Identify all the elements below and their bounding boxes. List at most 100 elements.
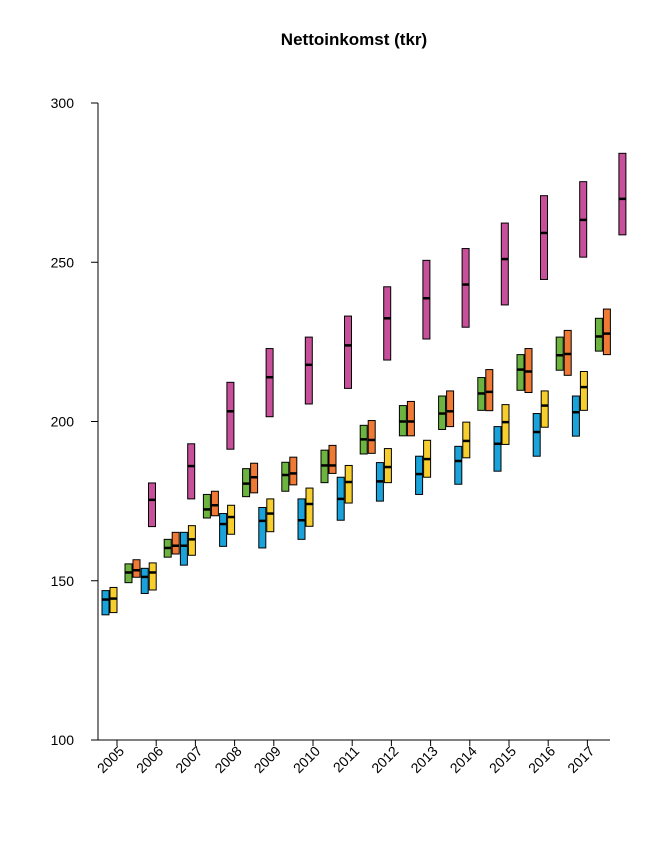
box-2015-1	[501, 404, 510, 445]
box-2011-1	[344, 464, 353, 504]
box-2013-0	[415, 455, 424, 495]
box-rect	[227, 504, 236, 535]
box-2015-4	[540, 195, 548, 280]
x-tick-label: 2005	[94, 743, 127, 776]
box-rect	[406, 400, 415, 437]
box-rect	[383, 286, 392, 361]
y-tick-label: 100	[51, 732, 75, 748]
box-rect	[148, 562, 157, 591]
box-2006-0	[140, 567, 149, 594]
box-2009-3	[289, 456, 298, 486]
box-2017-1	[579, 370, 588, 411]
box-2006-3	[171, 531, 180, 555]
box-2013-1	[423, 439, 432, 478]
box-rect	[304, 336, 313, 405]
box-2012-3	[406, 400, 415, 437]
chart-title: Nettoinkomst (tkr)	[281, 30, 427, 49]
box-2005-3	[132, 559, 141, 578]
box-rect	[501, 404, 510, 445]
box-2011-2	[359, 424, 368, 455]
box-2017-0	[571, 395, 580, 437]
box-2011-4	[383, 286, 392, 361]
box-2007-2	[202, 493, 211, 519]
box-2006-2	[163, 538, 172, 558]
box-2009-2	[281, 461, 290, 492]
x-tick-label: 2015	[486, 743, 519, 776]
box-2016-3	[563, 329, 572, 376]
box-rect	[579, 370, 588, 411]
box-rect	[446, 390, 455, 428]
box-rect	[383, 448, 392, 484]
box-2017-4	[618, 152, 627, 236]
box-2007-0	[179, 531, 188, 566]
box-2016-1	[540, 390, 549, 428]
box-rect	[328, 444, 337, 474]
y-axis-ticks: 100 150 200 250 300	[51, 95, 98, 748]
box-2008-4	[265, 348, 274, 418]
box-2009-4	[304, 336, 313, 405]
box-2013-4	[461, 248, 470, 328]
x-tick-label: 2008	[211, 743, 244, 776]
box-2016-2	[555, 336, 564, 371]
x-tick-label: 2014	[447, 743, 480, 776]
box-2013-3	[446, 390, 455, 428]
box-2011-3	[367, 420, 376, 454]
x-tick-label: 2012	[368, 743, 401, 776]
y-tick-label: 150	[51, 573, 75, 589]
box-rect	[532, 413, 541, 457]
box-rect	[461, 248, 470, 328]
box-2014-3	[485, 369, 494, 412]
box-rect	[540, 390, 549, 428]
box-rect	[187, 443, 196, 500]
box-2013-2	[438, 395, 447, 430]
box-rect	[179, 531, 188, 566]
box-rect	[602, 308, 611, 356]
box-rect	[226, 381, 235, 450]
x-tick-label: 2013	[407, 743, 440, 776]
box-2010-2	[320, 449, 329, 484]
box-2005-2	[124, 563, 133, 584]
box-rect	[265, 348, 274, 418]
box-rect	[266, 498, 275, 533]
y-tick-label: 200	[51, 414, 75, 430]
box-rect	[140, 567, 149, 594]
box-rect	[540, 195, 548, 280]
box-2014-2	[477, 377, 486, 411]
box-2008-1	[227, 504, 236, 535]
x-tick-label: 2007	[172, 743, 205, 776]
box-2010-0	[297, 498, 306, 540]
box-rect	[171, 531, 180, 555]
box-rect	[289, 456, 298, 486]
box-2007-4	[226, 381, 235, 450]
box-rect	[258, 506, 267, 549]
box-rect	[101, 590, 110, 616]
box-rect	[305, 487, 314, 527]
box-marks	[101, 152, 627, 616]
box-2015-3	[524, 348, 533, 394]
box-2009-1	[266, 498, 275, 533]
box-2014-0	[454, 445, 463, 485]
box-2005-4	[148, 482, 156, 528]
box-2006-1	[148, 562, 157, 591]
box-2005-1	[109, 586, 118, 614]
box-rect	[594, 317, 603, 352]
x-tick-label: 2011	[330, 743, 363, 776]
box-rect	[618, 152, 627, 236]
box-rect	[500, 222, 509, 306]
x-tick-label: 2006	[133, 743, 166, 776]
box-2005-0	[101, 590, 110, 616]
box-2015-2	[516, 354, 525, 391]
box-rect	[344, 464, 353, 504]
box-2010-4	[344, 315, 352, 389]
box-2015-0	[493, 426, 502, 472]
box-2007-1	[187, 525, 196, 556]
box-rect	[132, 559, 141, 578]
box-rect	[202, 493, 211, 519]
box-2012-4	[422, 259, 431, 340]
box-2016-0	[532, 413, 541, 457]
box-2006-4	[187, 443, 196, 500]
x-axis-ticks: 2005 2006 2007 2008 2009 2010 2011 2012 2013 2014…	[94, 740, 598, 776]
box-rect	[109, 586, 118, 614]
box-2014-4	[500, 222, 509, 306]
